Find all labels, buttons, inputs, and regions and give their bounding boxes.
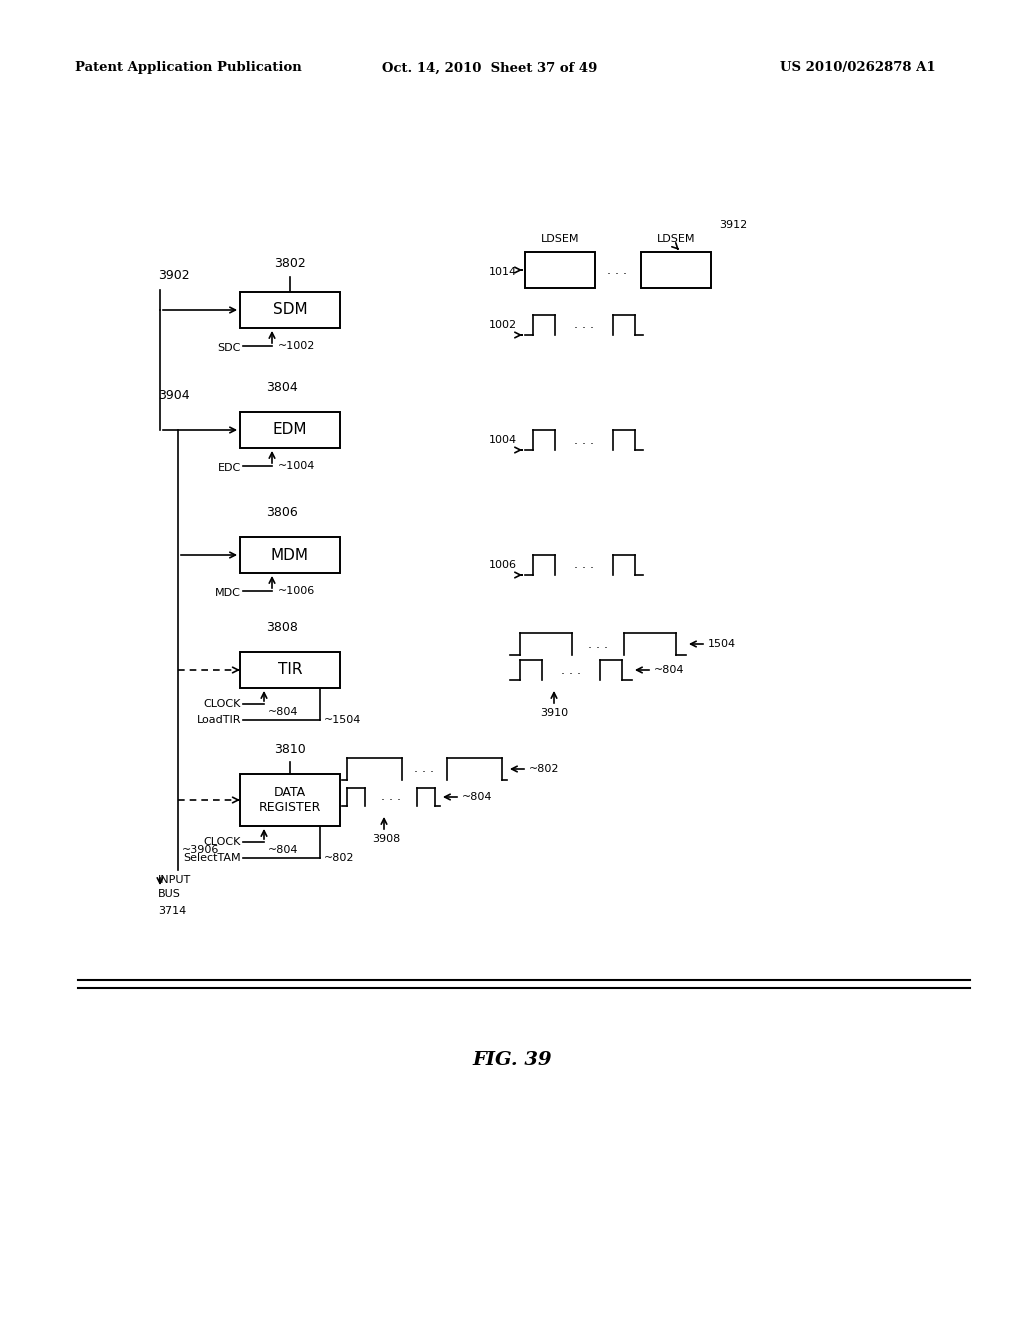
Text: 3804: 3804 — [266, 381, 298, 393]
Text: 3806: 3806 — [266, 506, 298, 519]
Text: ~1002: ~1002 — [278, 341, 315, 351]
Bar — [240, 412, 340, 447]
Text: . . .: . . . — [415, 763, 434, 776]
Bar — [240, 292, 340, 327]
Text: CLOCK: CLOCK — [204, 700, 241, 709]
Text: 1002: 1002 — [488, 319, 517, 330]
Text: . . .: . . . — [588, 638, 608, 651]
Text: 3908: 3908 — [372, 834, 400, 843]
Text: 3904: 3904 — [158, 389, 189, 403]
Text: ~804: ~804 — [654, 665, 684, 675]
Text: 1004: 1004 — [488, 436, 517, 445]
Text: LoadTIR: LoadTIR — [197, 715, 241, 725]
Text: . . .: . . . — [607, 264, 627, 276]
Text: 3912: 3912 — [719, 220, 748, 230]
Text: ~1004: ~1004 — [278, 461, 315, 471]
Text: TIR: TIR — [278, 663, 302, 677]
Text: BUS: BUS — [158, 888, 181, 899]
Text: LDSEM: LDSEM — [541, 234, 580, 244]
Text: 3802: 3802 — [274, 257, 306, 271]
Text: Patent Application Publication: Patent Application Publication — [75, 62, 302, 74]
Text: FIG. 39: FIG. 39 — [472, 1051, 552, 1069]
Text: 3910: 3910 — [540, 708, 568, 718]
Text: EDC: EDC — [218, 463, 241, 473]
Text: ~1006: ~1006 — [278, 586, 315, 597]
Text: MDC: MDC — [215, 587, 241, 598]
Text: . . .: . . . — [381, 791, 401, 804]
Bar — [525, 252, 595, 288]
Bar — [240, 652, 340, 688]
Text: ~804: ~804 — [268, 845, 299, 855]
Text: 3808: 3808 — [266, 620, 298, 634]
Text: CLOCK: CLOCK — [204, 837, 241, 847]
Text: 3810: 3810 — [274, 743, 306, 756]
Text: . . .: . . . — [574, 318, 594, 331]
Text: 3902: 3902 — [158, 269, 189, 282]
Text: Oct. 14, 2010  Sheet 37 of 49: Oct. 14, 2010 Sheet 37 of 49 — [382, 62, 598, 74]
Text: INPUT: INPUT — [158, 875, 191, 884]
Text: 1504: 1504 — [708, 639, 736, 649]
Text: 3714: 3714 — [158, 906, 186, 916]
Bar — [641, 252, 711, 288]
Text: ~3906: ~3906 — [182, 845, 219, 855]
Text: . . .: . . . — [574, 558, 594, 572]
Text: EDM: EDM — [272, 422, 307, 437]
Text: DATA
REGISTER: DATA REGISTER — [259, 785, 322, 814]
Bar — [240, 537, 340, 573]
Text: SDC: SDC — [218, 343, 241, 352]
Bar — [240, 774, 340, 826]
Text: ~802: ~802 — [529, 764, 559, 774]
Text: ~804: ~804 — [268, 708, 299, 717]
Text: . . .: . . . — [574, 433, 594, 446]
Text: ~1504: ~1504 — [324, 715, 361, 725]
Text: LDSEM: LDSEM — [656, 234, 695, 244]
Text: ~802: ~802 — [324, 853, 354, 863]
Text: SDM: SDM — [272, 302, 307, 318]
Text: ~804: ~804 — [462, 792, 493, 803]
Text: . . .: . . . — [561, 664, 581, 676]
Text: SelectTAM: SelectTAM — [183, 853, 241, 863]
Text: US 2010/0262878 A1: US 2010/0262878 A1 — [780, 62, 936, 74]
Text: 1014: 1014 — [488, 267, 517, 277]
Text: MDM: MDM — [271, 548, 309, 562]
Text: 1006: 1006 — [489, 560, 517, 570]
